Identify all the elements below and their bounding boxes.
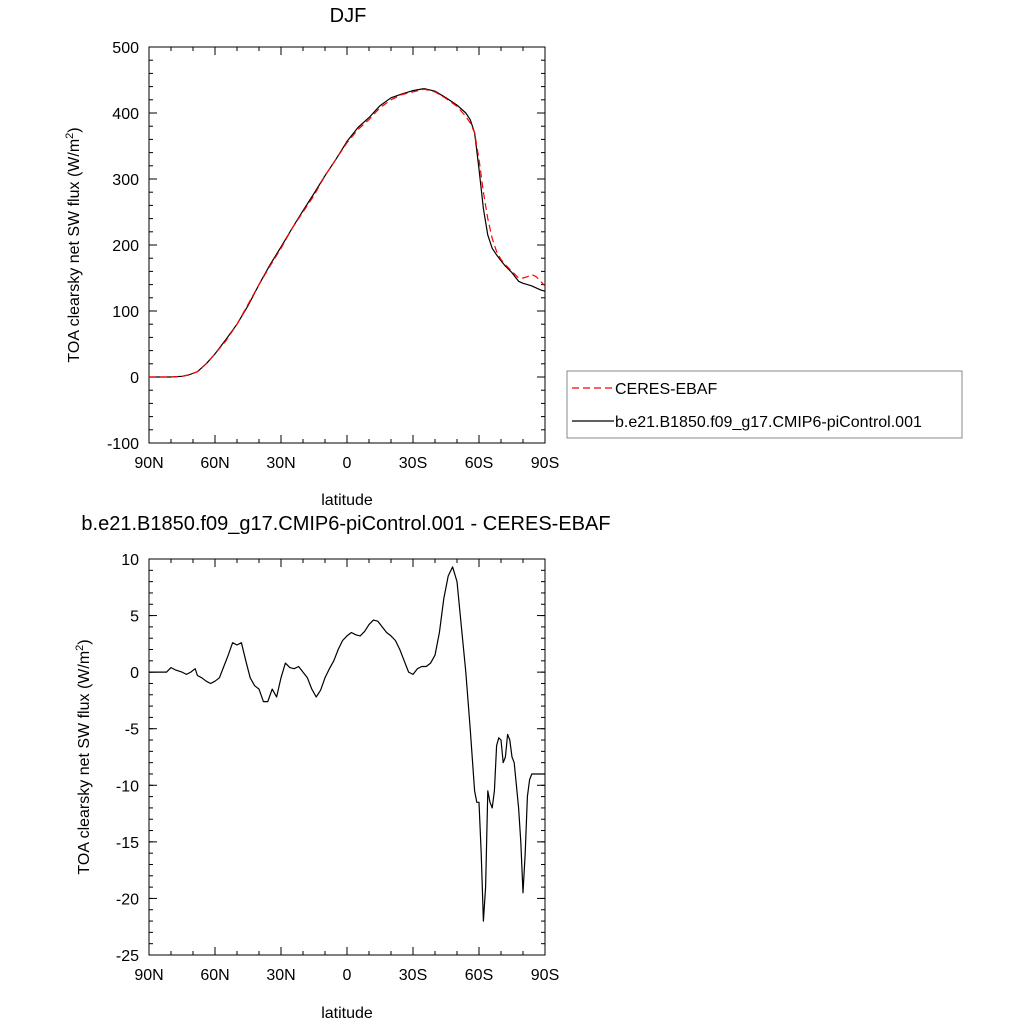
- bottom-chart-title: b.e21.B1850.f09_g17.CMIP6-piControl.001 …: [81, 513, 610, 535]
- top-plot-frame: [148, 46, 546, 444]
- top-y-tick-label: 500: [112, 40, 139, 57]
- bottom-y-tick-label: 10: [121, 552, 139, 569]
- bottom-series-line-0: [149, 566, 545, 922]
- bottom-series-group: [149, 566, 545, 922]
- top-y-axis-label: TOA clearsky net SW flux (W/m2): [64, 127, 83, 362]
- top-x-tick-label: 30S: [399, 455, 427, 472]
- bottom-y-tick-label: -10: [116, 778, 139, 795]
- top-y-tick-label: 200: [112, 238, 139, 255]
- bottom-y-tick-label: -15: [116, 835, 139, 852]
- bottom-y-axis-label: TOA clearsky net SW flux (W/m2): [74, 639, 93, 874]
- top-series-line-0: [149, 88, 546, 378]
- bottom-y-axis-label-sup: 2: [74, 645, 86, 651]
- bottom-y-axis-label-main: TOA clearsky net SW flux (W/m: [76, 651, 93, 875]
- bottom-y-tick-label: 0: [130, 665, 139, 682]
- top-panel: DJF 90N 60N 30N 0 30S 60S 90S -100 0 100 200 300 400…: [64, 5, 559, 509]
- bottom-y-tick-label: 5: [130, 609, 139, 626]
- top-y-axis-label-main: TOA clearsky net SW flux (W/m: [66, 139, 83, 363]
- top-x-tick-label: 90N: [134, 455, 163, 472]
- top-y-tick-label: -100: [107, 436, 139, 453]
- bottom-x-tick-label: 90N: [134, 967, 163, 984]
- bottom-x-tick-label: 60S: [465, 967, 493, 984]
- top-y-tick-label: 0: [130, 370, 139, 387]
- legend-box: [566, 370, 963, 439]
- bottom-x-tick-label: 30N: [266, 967, 295, 984]
- bottom-x-axis-label: latitude: [321, 1005, 373, 1022]
- top-y-tick-label: 400: [112, 106, 139, 123]
- bottom-x-tick-label: 30S: [399, 967, 427, 984]
- top-axis-ticks: 90N 60N 30N 0 30S 60S 90S -100 0 100 200 300 400 500: [107, 40, 559, 472]
- bottom-panel: b.e21.B1850.f09_g17.CMIP6-piControl.001 …: [74, 513, 611, 1022]
- top-series-group: [149, 87, 546, 378]
- bottom-axis-ticks: 90N 60N 30N 0 30S 60S 90S -25 -20 -15 -10 -5 0 5 10: [116, 552, 559, 984]
- top-x-axis-label: latitude: [321, 492, 373, 509]
- bottom-x-tick-label: 0: [343, 967, 352, 984]
- top-series-line-1: [149, 87, 546, 378]
- top-y-tick-label: 100: [112, 304, 139, 321]
- bottom-y-tick-label: -25: [116, 948, 139, 965]
- bottom-y-tick-label: -5: [125, 722, 139, 739]
- top-x-tick-label: 60N: [200, 455, 229, 472]
- bottom-x-tick-label: 90S: [531, 967, 559, 984]
- top-x-tick-label: 0: [343, 455, 352, 472]
- top-x-tick-label: 60S: [465, 455, 493, 472]
- top-x-tick-label: 90S: [531, 455, 559, 472]
- legend: CERES-EBAF b.e21.B1850.f09_g17.CMIP6-piC…: [566, 370, 963, 439]
- legend-label-ceres: CERES-EBAF: [615, 381, 717, 398]
- bottom-x-tick-label: 60N: [200, 967, 229, 984]
- top-chart-title: DJF: [330, 5, 367, 27]
- bottom-y-axis-label-end: ): [76, 639, 93, 644]
- bottom-y-tick-label: -20: [116, 891, 139, 908]
- top-y-axis-label-end: ): [66, 127, 83, 132]
- top-y-tick-label: 300: [112, 172, 139, 189]
- top-y-axis-label-sup: 2: [64, 133, 76, 139]
- top-x-tick-label: 30N: [266, 455, 295, 472]
- legend-label-model: b.e21.B1850.f09_g17.CMIP6-piControl.001: [615, 414, 922, 431]
